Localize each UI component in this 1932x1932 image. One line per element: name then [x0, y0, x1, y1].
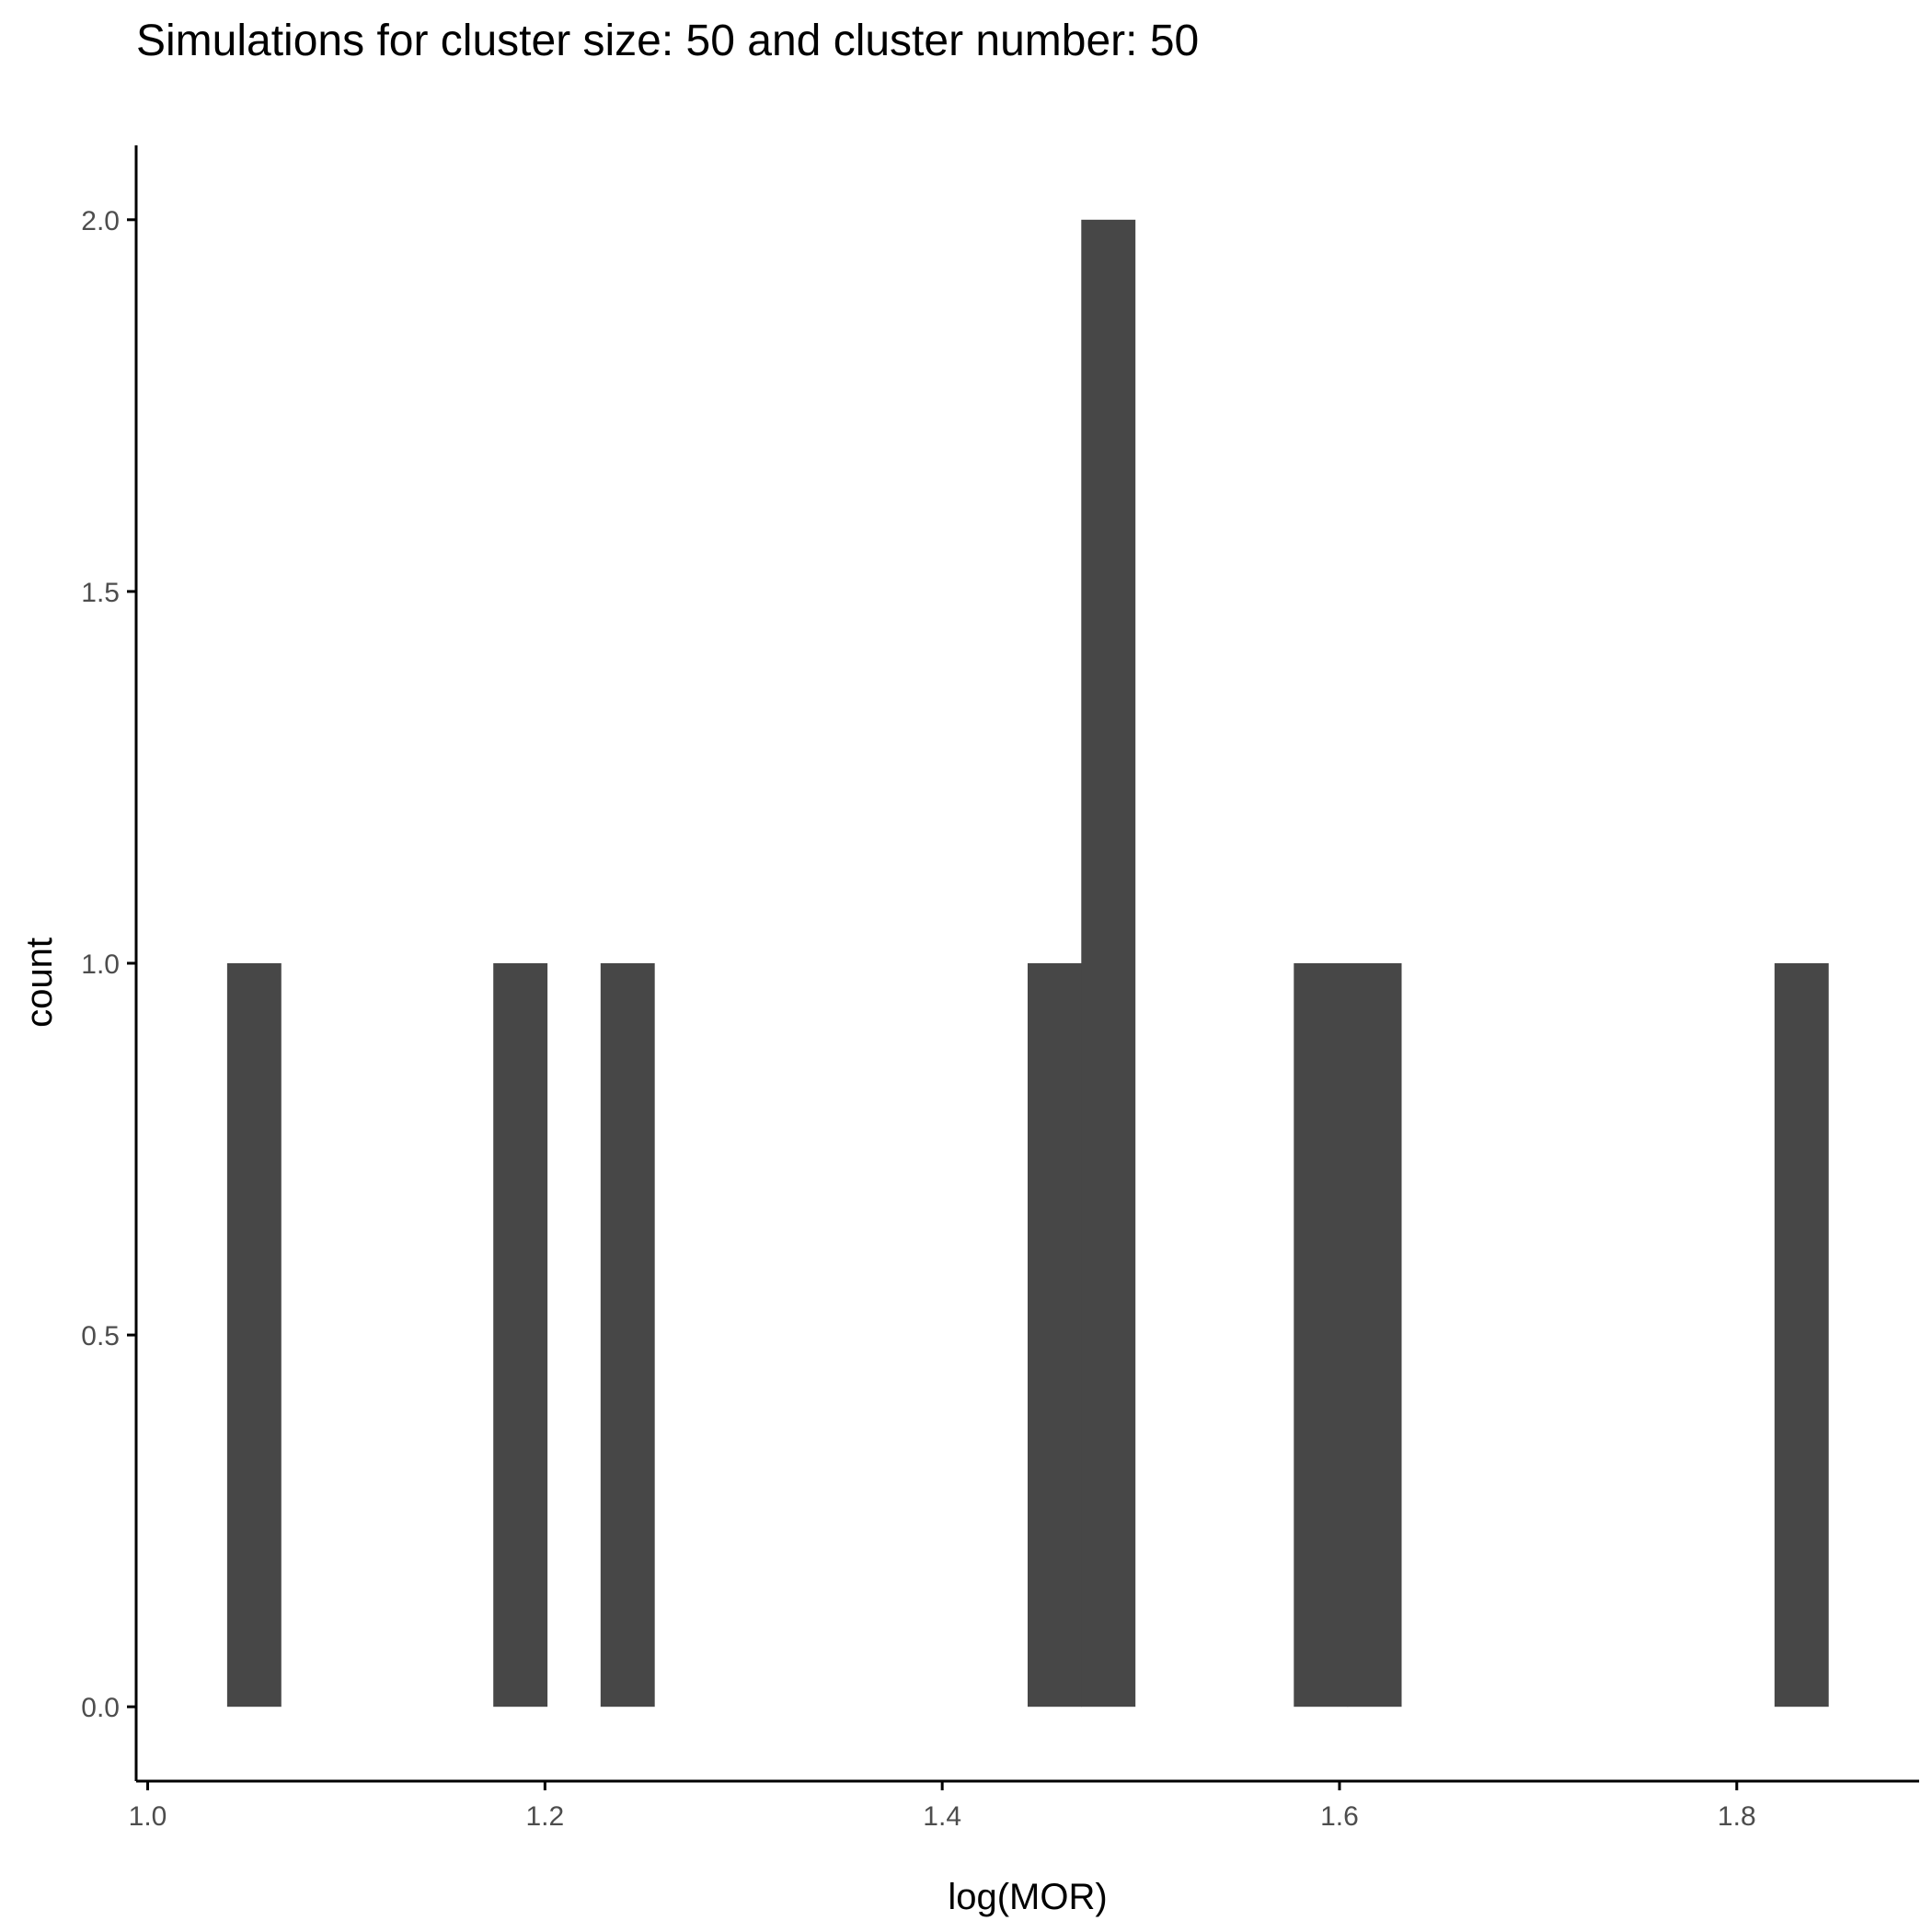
histogram-bar-6: [1347, 963, 1402, 1708]
histogram-bar-3: [1028, 963, 1082, 1708]
x-tick-label-3: 1.6: [1320, 1801, 1359, 1832]
histogram-bar-0: [226, 963, 282, 1708]
x-tick-label-0: 1.0: [129, 1801, 167, 1832]
x-ticks-layer: 1.0 1.2 1.4 1.6 1.8: [129, 1781, 1756, 1832]
y-tick-label-3: 1.5: [81, 578, 120, 608]
y-tick-label-2: 1.0: [81, 949, 120, 980]
y-tick-label-4: 2.0: [81, 206, 120, 236]
y-tick-label-0: 0.0: [81, 1693, 120, 1723]
histogram-bar-4: [1081, 219, 1136, 1708]
y-tick-label-1: 0.5: [81, 1321, 120, 1351]
histogram-bar-1: [493, 963, 548, 1708]
histogram-bar-2: [600, 963, 655, 1708]
x-tick-label-4: 1.8: [1718, 1801, 1756, 1832]
histogram-bar-5: [1294, 963, 1349, 1708]
chart-title: Simulations for cluster size: 50 and clu…: [136, 17, 1199, 65]
x-axis-title: log(MOR): [948, 1877, 1107, 1917]
bars-layer: [226, 219, 1829, 1708]
y-ticks-layer: 0.0 0.5 1.0 1.5 2.0: [81, 206, 136, 1723]
histogram-bar-7: [1774, 963, 1829, 1708]
x-tick-label-2: 1.4: [923, 1801, 961, 1832]
x-tick-label-1: 1.2: [525, 1801, 564, 1832]
y-axis-title: count: [19, 937, 60, 1028]
